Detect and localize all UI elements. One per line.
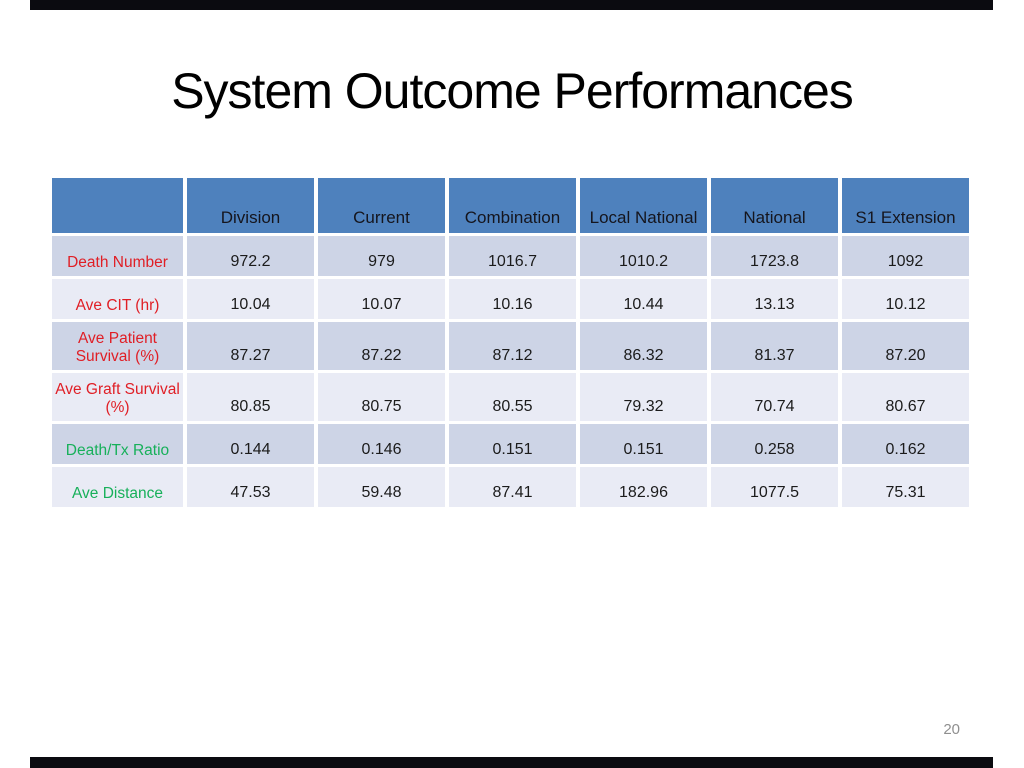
table-cell-value: 0.144	[187, 424, 314, 464]
column-header: Division	[187, 178, 314, 233]
table-cell-value: 79.32	[580, 373, 707, 421]
table-cell-value: 86.32	[580, 322, 707, 370]
table-cell-value: 10.16	[449, 279, 576, 319]
row-label: Death/Tx Ratio	[52, 424, 183, 464]
table-cell-value: 1010.2	[580, 236, 707, 276]
page-number: 20	[943, 721, 960, 738]
table-cell-value: 87.27	[187, 322, 314, 370]
table-cell-value: 972.2	[187, 236, 314, 276]
table-cell-value: 10.44	[580, 279, 707, 319]
row-label: Ave Patient Survival (%)	[52, 322, 183, 370]
table-cell-value: 10.12	[842, 279, 969, 319]
table-cell-value: 81.37	[711, 322, 838, 370]
row-label: Death Number	[52, 236, 183, 276]
column-header: Local National	[580, 178, 707, 233]
table-cell-value: 182.96	[580, 467, 707, 507]
table-cell-value: 1016.7	[449, 236, 576, 276]
table-cell-value: 47.53	[187, 467, 314, 507]
column-header: S1 Extension	[842, 178, 969, 233]
table-cell-value: 75.31	[842, 467, 969, 507]
table-cell-value: 0.146	[318, 424, 445, 464]
table-cell-value: 80.85	[187, 373, 314, 421]
column-header: Combination	[449, 178, 576, 233]
row-label: Ave CIT (hr)	[52, 279, 183, 319]
table-cell-value: 979	[318, 236, 445, 276]
table-cell-value: 87.12	[449, 322, 576, 370]
table-cell-value: 1077.5	[711, 467, 838, 507]
table-cell-value: 59.48	[318, 467, 445, 507]
bottom-letterbox-bar	[30, 757, 993, 768]
row-label: Ave Graft Survival (%)	[52, 373, 183, 421]
table-cell-value: 1723.8	[711, 236, 838, 276]
column-header: National	[711, 178, 838, 233]
table-cell-value: 10.04	[187, 279, 314, 319]
table-cell-value: 10.07	[318, 279, 445, 319]
top-letterbox-bar	[30, 0, 993, 10]
table-cell-value: 87.22	[318, 322, 445, 370]
table-cell-value: 0.162	[842, 424, 969, 464]
table-cell-value: 80.67	[842, 373, 969, 421]
table-corner-cell	[52, 178, 183, 233]
table-cell-value: 87.41	[449, 467, 576, 507]
table-cell-value: 80.75	[318, 373, 445, 421]
slide-title: System Outcome Performances	[171, 63, 854, 119]
table-cell-value: 1092	[842, 236, 969, 276]
table-cell-value: 13.13	[711, 279, 838, 319]
table-cell-value: 0.258	[711, 424, 838, 464]
table-cell-value: 87.20	[842, 322, 969, 370]
table-cell-value: 70.74	[711, 373, 838, 421]
outcomes-table: Division Current Combination Local National…	[52, 178, 969, 507]
row-label: Ave Distance	[52, 467, 183, 507]
table-cell-value: 0.151	[449, 424, 576, 464]
column-header: Current	[318, 178, 445, 233]
table-cell-value: 0.151	[580, 424, 707, 464]
table-cell-value: 80.55	[449, 373, 576, 421]
